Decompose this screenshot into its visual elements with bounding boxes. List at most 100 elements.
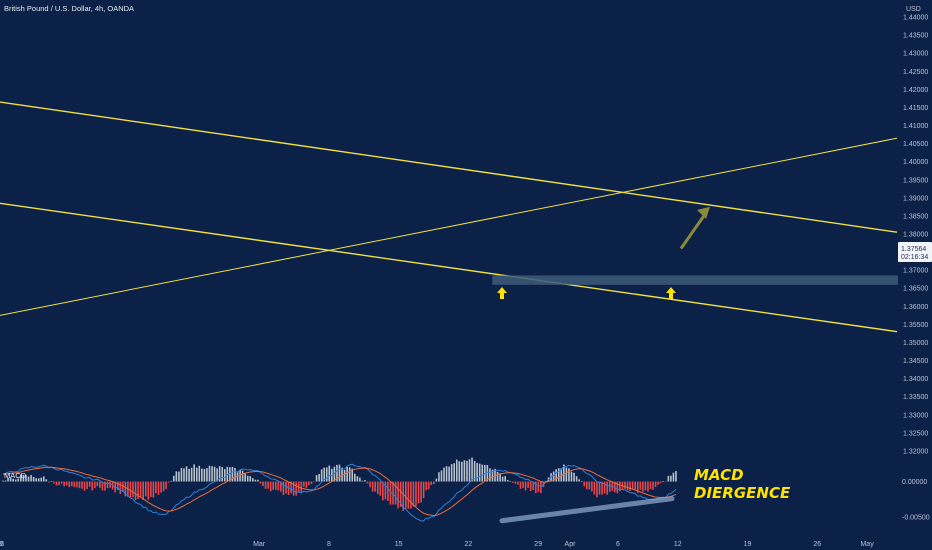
macd-histogram-bar (433, 481, 435, 485)
macd-histogram-bar (60, 481, 63, 484)
macd-histogram-bar (382, 481, 384, 501)
macd-histogram-bar (501, 476, 504, 482)
annotation-line1: MACD (694, 466, 744, 484)
macd-histogram-bar (417, 481, 420, 504)
macd-histogram-bar (254, 479, 257, 482)
macd-histogram-bar (246, 475, 249, 482)
macd-histogram-bar (458, 461, 461, 482)
time-tick-label: 22 (465, 541, 473, 548)
macd-histogram-bar (450, 464, 453, 482)
trendline (0, 202, 898, 333)
macd-histogram-bar (208, 465, 211, 482)
macd-histogram-bar (341, 467, 343, 482)
price-axis[interactable]: USD 1.440001.435001.430001.425001.420001… (898, 6, 932, 522)
macd-histogram-bar (185, 466, 188, 482)
macd-histogram-bar (356, 476, 359, 482)
macd-histogram-bar (152, 481, 155, 498)
macd-histogram-bar (453, 463, 456, 482)
time-tick-label: Mar (253, 541, 266, 548)
macd-histogram-bar (241, 470, 244, 482)
macd-histogram-bar (313, 481, 315, 483)
macd-histogram-bar (404, 481, 407, 509)
macd-histogram-bar (486, 464, 489, 482)
macd-histogram-bar (644, 481, 647, 491)
price-tick-label: 1.43500 (903, 33, 928, 40)
macd-histogram-bar (603, 481, 606, 494)
macd-histogram-bar (282, 481, 285, 496)
macd-histogram-bar (109, 481, 111, 488)
macd-histogram-bar (37, 478, 40, 482)
macd-histogram-bar (351, 468, 354, 482)
macd-histogram-bar (20, 474, 22, 482)
macd-histogram-bar (14, 479, 17, 482)
macd-histogram-bar (529, 481, 532, 492)
macd-histogram-bar (665, 481, 667, 483)
macd-histogram-bar (573, 472, 575, 482)
macd-histogram-bar (78, 481, 81, 489)
macd-histogram-bar (106, 481, 109, 489)
macd-histogram-bar (272, 481, 275, 490)
macd-histogram-bar (440, 470, 443, 482)
macd-histogram-bar (506, 479, 509, 482)
macd-histogram-bar (601, 481, 603, 495)
macd-histogram-bar (534, 481, 537, 494)
macd-histogram-bar (527, 481, 529, 488)
macd-histogram-bar (532, 481, 535, 490)
macd-histogram-bar (626, 481, 629, 491)
time-tick-label: 26 (813, 541, 821, 548)
macd-histogram-bar (285, 481, 287, 494)
macd-histogram-bar (32, 477, 35, 482)
macd-histogram-bar (491, 469, 494, 482)
macd-histogram-bar (537, 481, 540, 493)
price-tick-label: 1.40500 (903, 141, 928, 148)
macd-histogram-bar (325, 467, 328, 482)
macd-histogram-bar (430, 481, 433, 485)
macd-histogram-bar (481, 464, 484, 482)
macd-histogram-bar (336, 464, 338, 482)
macd-histogram-bar (359, 477, 361, 482)
macd-histogram-bar (50, 480, 53, 482)
macd-histogram-bar (144, 481, 147, 497)
macd-histogram-bar (155, 481, 157, 494)
macd-histogram-bar (328, 465, 331, 482)
macd-histogram-bar (165, 481, 167, 490)
macd-histogram-bar (364, 479, 366, 482)
macd-histogram-bar (234, 467, 236, 482)
macd-histogram-bar (40, 477, 43, 482)
support-zone-layer (492, 275, 898, 285)
macd-histogram-bar (369, 481, 371, 488)
macd-histogram-bar (295, 481, 297, 496)
price-tick-label: 1.41500 (903, 105, 928, 112)
projection-arrow-shaft (679, 212, 708, 250)
macd-histogram-bar (280, 481, 282, 492)
macd-histogram-bar (346, 466, 348, 482)
macd-histogram-bar (63, 481, 65, 487)
macd-divergence-annotation: MACD DIERGENCE (694, 466, 791, 502)
macd-tick-label: -0.00500 (902, 515, 930, 522)
macd-histogram-bar (384, 481, 387, 500)
macd-histogram-bar (65, 481, 68, 486)
time-tick-label: 8 (327, 541, 331, 548)
time-axis[interactable]: 81522Mar8152229Apr6121926May (0, 541, 874, 548)
macd-histogram-bar (86, 481, 88, 489)
chart-title: British Pound / U.S. Dollar, 4h, OANDA (4, 4, 134, 13)
macd-histogram-bar (104, 481, 106, 491)
macd-histogram-bar (343, 469, 346, 482)
macd-histogram-bar (267, 481, 269, 489)
macd-histogram-bar (468, 459, 471, 482)
macd-histogram-bar (524, 481, 527, 491)
macd-histogram-bar (647, 481, 649, 492)
macd-histogram-bar (229, 467, 231, 482)
macd-histogram-bar (448, 466, 450, 482)
macd-histogram-bar (91, 481, 94, 491)
macd-histogram-bar (4, 480, 7, 482)
projection-arrow-head (697, 206, 710, 219)
macd-histogram-bar (420, 481, 422, 503)
macd-histogram-bar (239, 469, 241, 482)
macd-line (2, 463, 677, 522)
macd-histogram-bar (310, 481, 313, 484)
up-arrow-marker (666, 287, 676, 299)
macd-histogram-bar (591, 481, 593, 492)
macd-histogram-bar (122, 481, 124, 492)
